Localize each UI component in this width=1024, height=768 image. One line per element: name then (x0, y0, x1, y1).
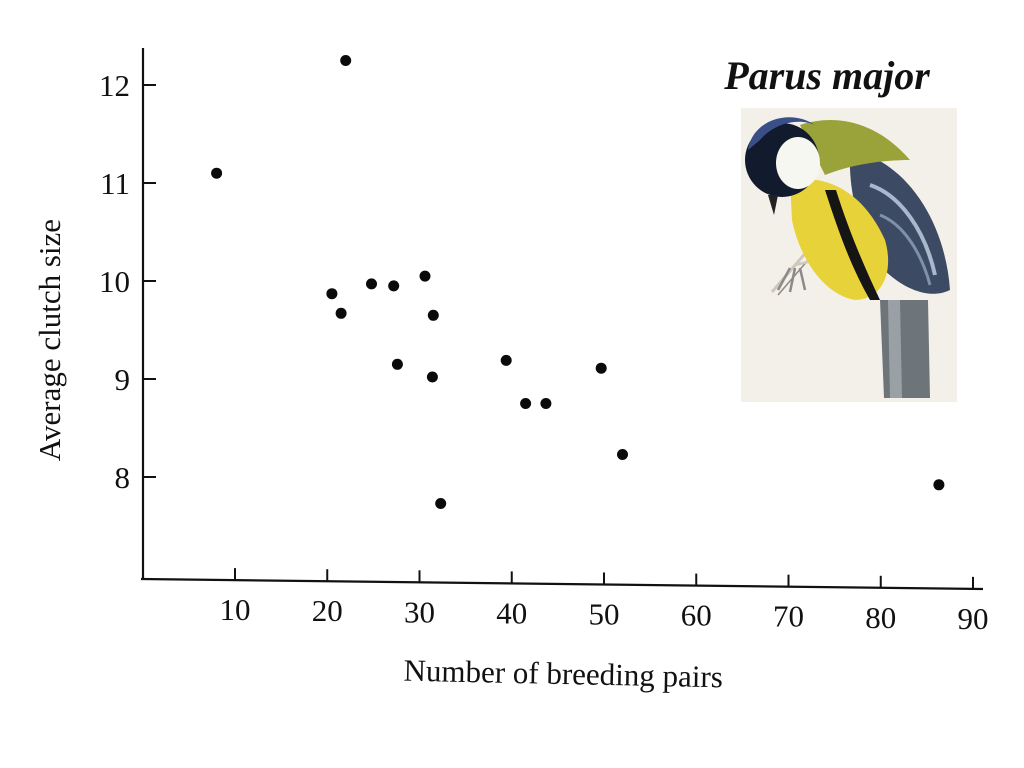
data-point (326, 288, 338, 300)
data-point (211, 167, 223, 179)
x-tick-label: 80 (865, 600, 896, 635)
y-tick-label: 9 (115, 362, 131, 397)
data-point (391, 358, 403, 370)
y-tick-label: 10 (99, 264, 130, 299)
y-tick-label: 12 (99, 68, 130, 103)
x-tick-label: 50 (589, 596, 620, 631)
y-tick-label: 11 (100, 166, 130, 201)
data-point (435, 498, 447, 509)
x-tick-label: 40 (496, 595, 527, 630)
data-point (340, 55, 352, 66)
data-point (366, 278, 377, 290)
data-point (933, 479, 945, 491)
data-point (520, 398, 532, 409)
x-axis-title: Number of breeding pairs (403, 653, 723, 695)
data-point (540, 398, 552, 409)
x-tick-label: 90 (958, 601, 989, 636)
x-axis (140, 577, 984, 591)
y-axis-ticks: 8 9 10 11 12 (99, 68, 156, 495)
great-tit-illustration (741, 108, 957, 402)
data-point (617, 449, 628, 460)
data-point (427, 309, 439, 321)
data-point (419, 270, 431, 282)
x-tick-label: 20 (312, 593, 343, 628)
y-axis-title: Average clutch size (32, 219, 67, 461)
data-point (426, 371, 438, 383)
data-point (595, 362, 607, 374)
x-tick-label: 30 (404, 594, 435, 629)
data-points (211, 55, 945, 509)
data-point (335, 307, 347, 319)
data-point (388, 280, 400, 292)
x-tick-label: 10 (220, 592, 251, 627)
x-tick-label: 60 (681, 598, 712, 633)
data-point (500, 354, 512, 366)
species-annotation: Parus major (723, 53, 930, 98)
x-axis-ticks: 10 20 30 40 50 60 70 80 90 (220, 568, 989, 636)
y-tick-label: 8 (115, 460, 131, 495)
x-tick-label: 70 (773, 599, 804, 634)
